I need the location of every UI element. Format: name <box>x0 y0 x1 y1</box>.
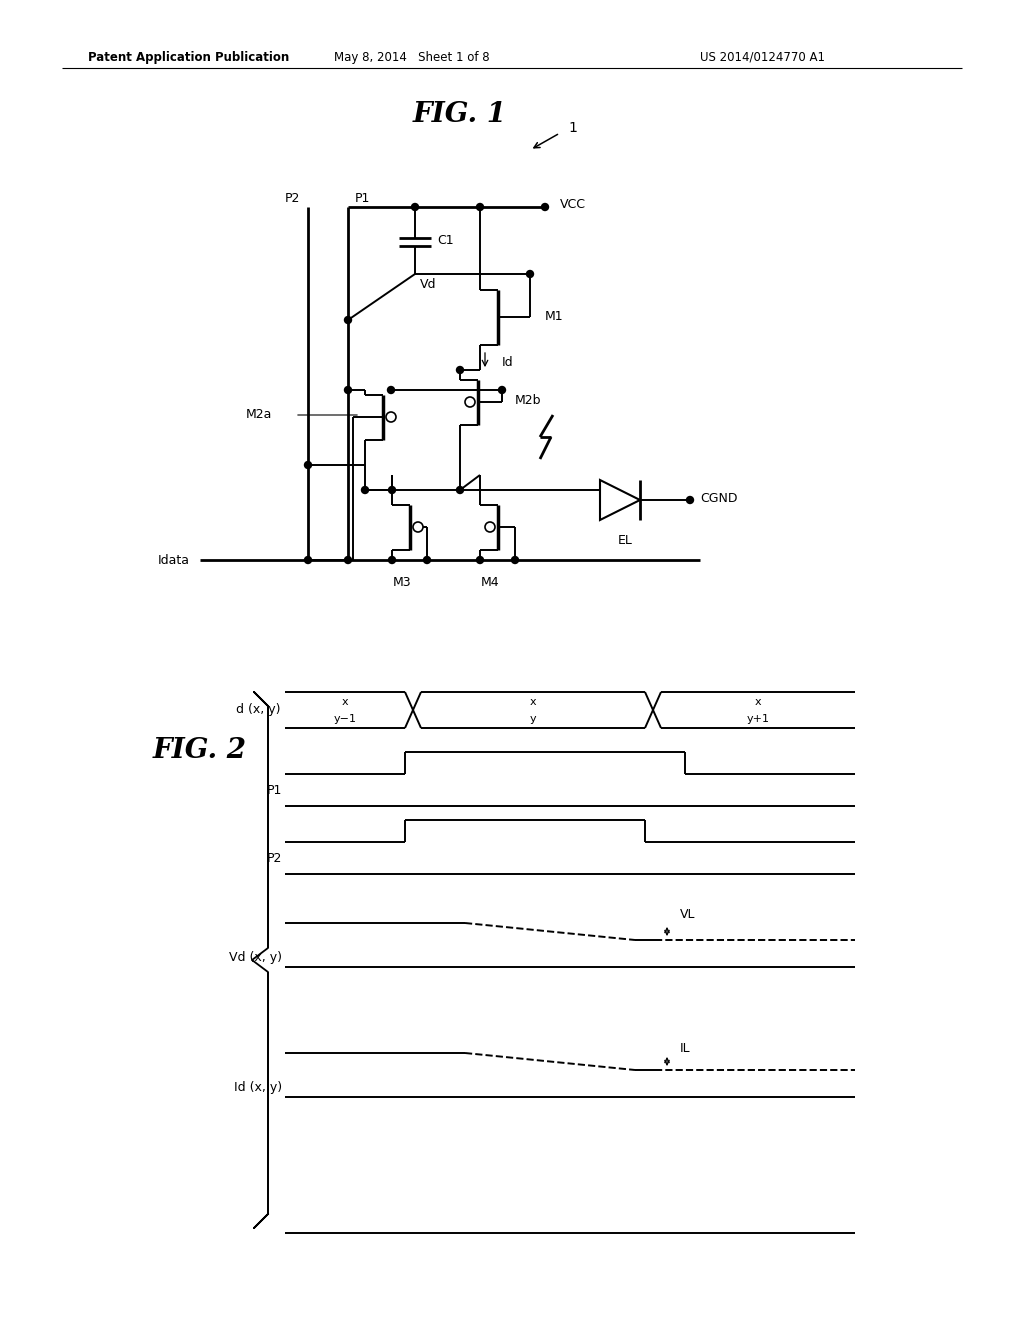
Text: M2b: M2b <box>515 393 542 407</box>
Text: x: x <box>755 697 761 708</box>
Circle shape <box>388 557 395 564</box>
Text: VL: VL <box>680 908 695 921</box>
Circle shape <box>424 557 430 564</box>
Text: EL: EL <box>617 533 633 546</box>
Text: M4: M4 <box>480 576 500 589</box>
Circle shape <box>686 496 693 503</box>
Text: FIG. 1: FIG. 1 <box>413 102 507 128</box>
Text: Vd: Vd <box>420 279 436 292</box>
Circle shape <box>412 203 419 210</box>
Text: M3: M3 <box>392 576 412 589</box>
Text: 1: 1 <box>568 121 577 135</box>
Circle shape <box>457 367 464 374</box>
Text: P1: P1 <box>355 191 371 205</box>
Text: y−1: y−1 <box>334 714 356 723</box>
Text: d (x, y): d (x, y) <box>236 704 280 717</box>
Text: M2a: M2a <box>246 408 272 421</box>
Text: P2: P2 <box>285 191 300 205</box>
Text: Patent Application Publication: Patent Application Publication <box>88 50 289 63</box>
Circle shape <box>476 557 483 564</box>
Circle shape <box>457 487 464 494</box>
Circle shape <box>344 317 351 323</box>
Text: y+1: y+1 <box>746 714 769 723</box>
Circle shape <box>304 462 311 469</box>
Text: IL: IL <box>680 1041 690 1055</box>
Text: y: y <box>529 714 537 723</box>
Text: x: x <box>342 697 348 708</box>
Circle shape <box>387 387 394 393</box>
Circle shape <box>344 557 351 564</box>
Circle shape <box>361 487 369 494</box>
Circle shape <box>526 271 534 277</box>
Text: FIG. 2: FIG. 2 <box>153 737 247 763</box>
Text: P2: P2 <box>266 851 282 865</box>
Circle shape <box>476 203 483 210</box>
Text: US 2014/0124770 A1: US 2014/0124770 A1 <box>700 50 825 63</box>
Text: Id: Id <box>502 355 514 368</box>
Text: Id (x, y): Id (x, y) <box>233 1081 282 1093</box>
Text: x: x <box>529 697 537 708</box>
Circle shape <box>542 203 549 210</box>
Circle shape <box>304 557 311 564</box>
Text: P1: P1 <box>266 784 282 796</box>
Text: M1: M1 <box>545 310 563 323</box>
Text: May 8, 2014   Sheet 1 of 8: May 8, 2014 Sheet 1 of 8 <box>334 50 489 63</box>
Circle shape <box>512 557 518 564</box>
Text: Vd (x, y): Vd (x, y) <box>229 950 282 964</box>
Text: Idata: Idata <box>158 553 190 566</box>
Circle shape <box>499 387 506 393</box>
Text: VCC: VCC <box>560 198 586 211</box>
Circle shape <box>344 387 351 393</box>
Text: C1: C1 <box>437 234 454 247</box>
Text: CGND: CGND <box>700 491 737 504</box>
Circle shape <box>388 487 395 494</box>
